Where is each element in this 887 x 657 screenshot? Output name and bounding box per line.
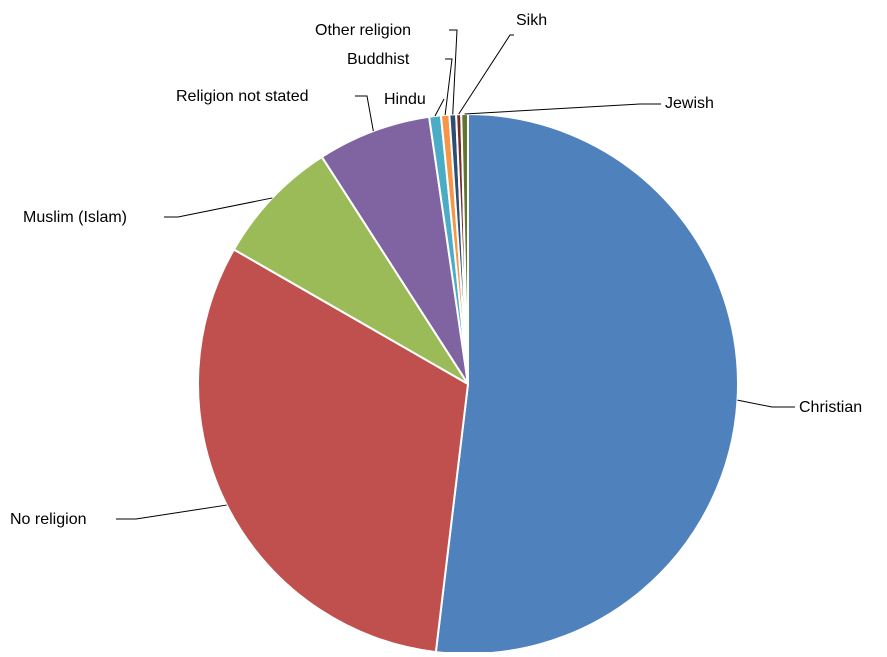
leader-line-muslim-islam (164, 198, 272, 217)
leader-line-jewish (465, 104, 661, 114)
data-label-other-religion: Other religion (315, 22, 411, 39)
leader-line-sikh (459, 35, 514, 114)
data-label-christian: Christian (799, 399, 862, 416)
data-label-no-religion: No religion (10, 511, 86, 528)
data-label-religion-not-stated: Religion not stated (176, 88, 309, 105)
data-label-muslim-islam: Muslim (Islam) (23, 209, 127, 226)
leader-line-hindu (435, 99, 444, 116)
data-label-sikh: Sikh (516, 12, 547, 29)
leader-line-buddhist (445, 59, 452, 115)
data-label-buddhist: Buddhist (347, 51, 410, 68)
slices-layer (198, 114, 738, 652)
data-label-jewish: Jewish (665, 95, 714, 112)
leader-line-no-religion (116, 505, 227, 519)
pie-slice-christian (436, 114, 738, 652)
leader-line-christian (738, 400, 795, 407)
leader-line-religion-not-stated (355, 96, 373, 131)
data-label-hindu: Hindu (384, 91, 426, 108)
